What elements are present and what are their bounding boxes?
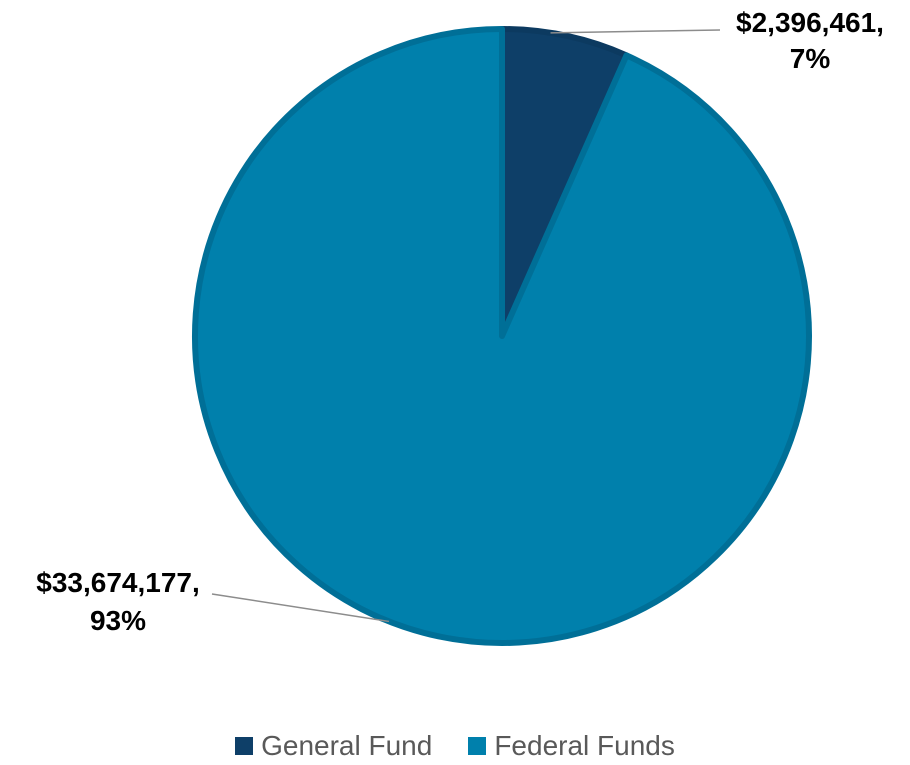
- leader-line-federal-funds: [211, 593, 390, 623]
- pie-chart: $2,396,461, 7% $33,674,177, 93%: [36, 7, 884, 646]
- legend-item-federal-funds: Federal Funds: [468, 730, 675, 762]
- pie-slice-federal-funds: [192, 26, 812, 646]
- data-label-general-fund-percent: 7%: [790, 43, 831, 74]
- pie-slices: [192, 26, 812, 646]
- legend-swatch-federal-funds: [468, 737, 487, 755]
- data-label-general-fund-value: $2,396,461,: [736, 7, 884, 38]
- data-label-federal-funds-percent: 93%: [90, 605, 146, 636]
- chart-legend: General Fund Federal Funds: [0, 728, 910, 764]
- leader-line-general-fund: [550, 29, 721, 34]
- legend-label-federal-funds: Federal Funds: [494, 730, 675, 761]
- legend-label-general-fund: General Fund: [261, 730, 433, 761]
- leader-lines: [211, 29, 721, 623]
- data-label-federal-funds-value: $33,674,177,: [36, 567, 200, 598]
- legend-item-general-fund: General Fund: [235, 730, 432, 762]
- legend-swatch-general-fund: [235, 737, 254, 755]
